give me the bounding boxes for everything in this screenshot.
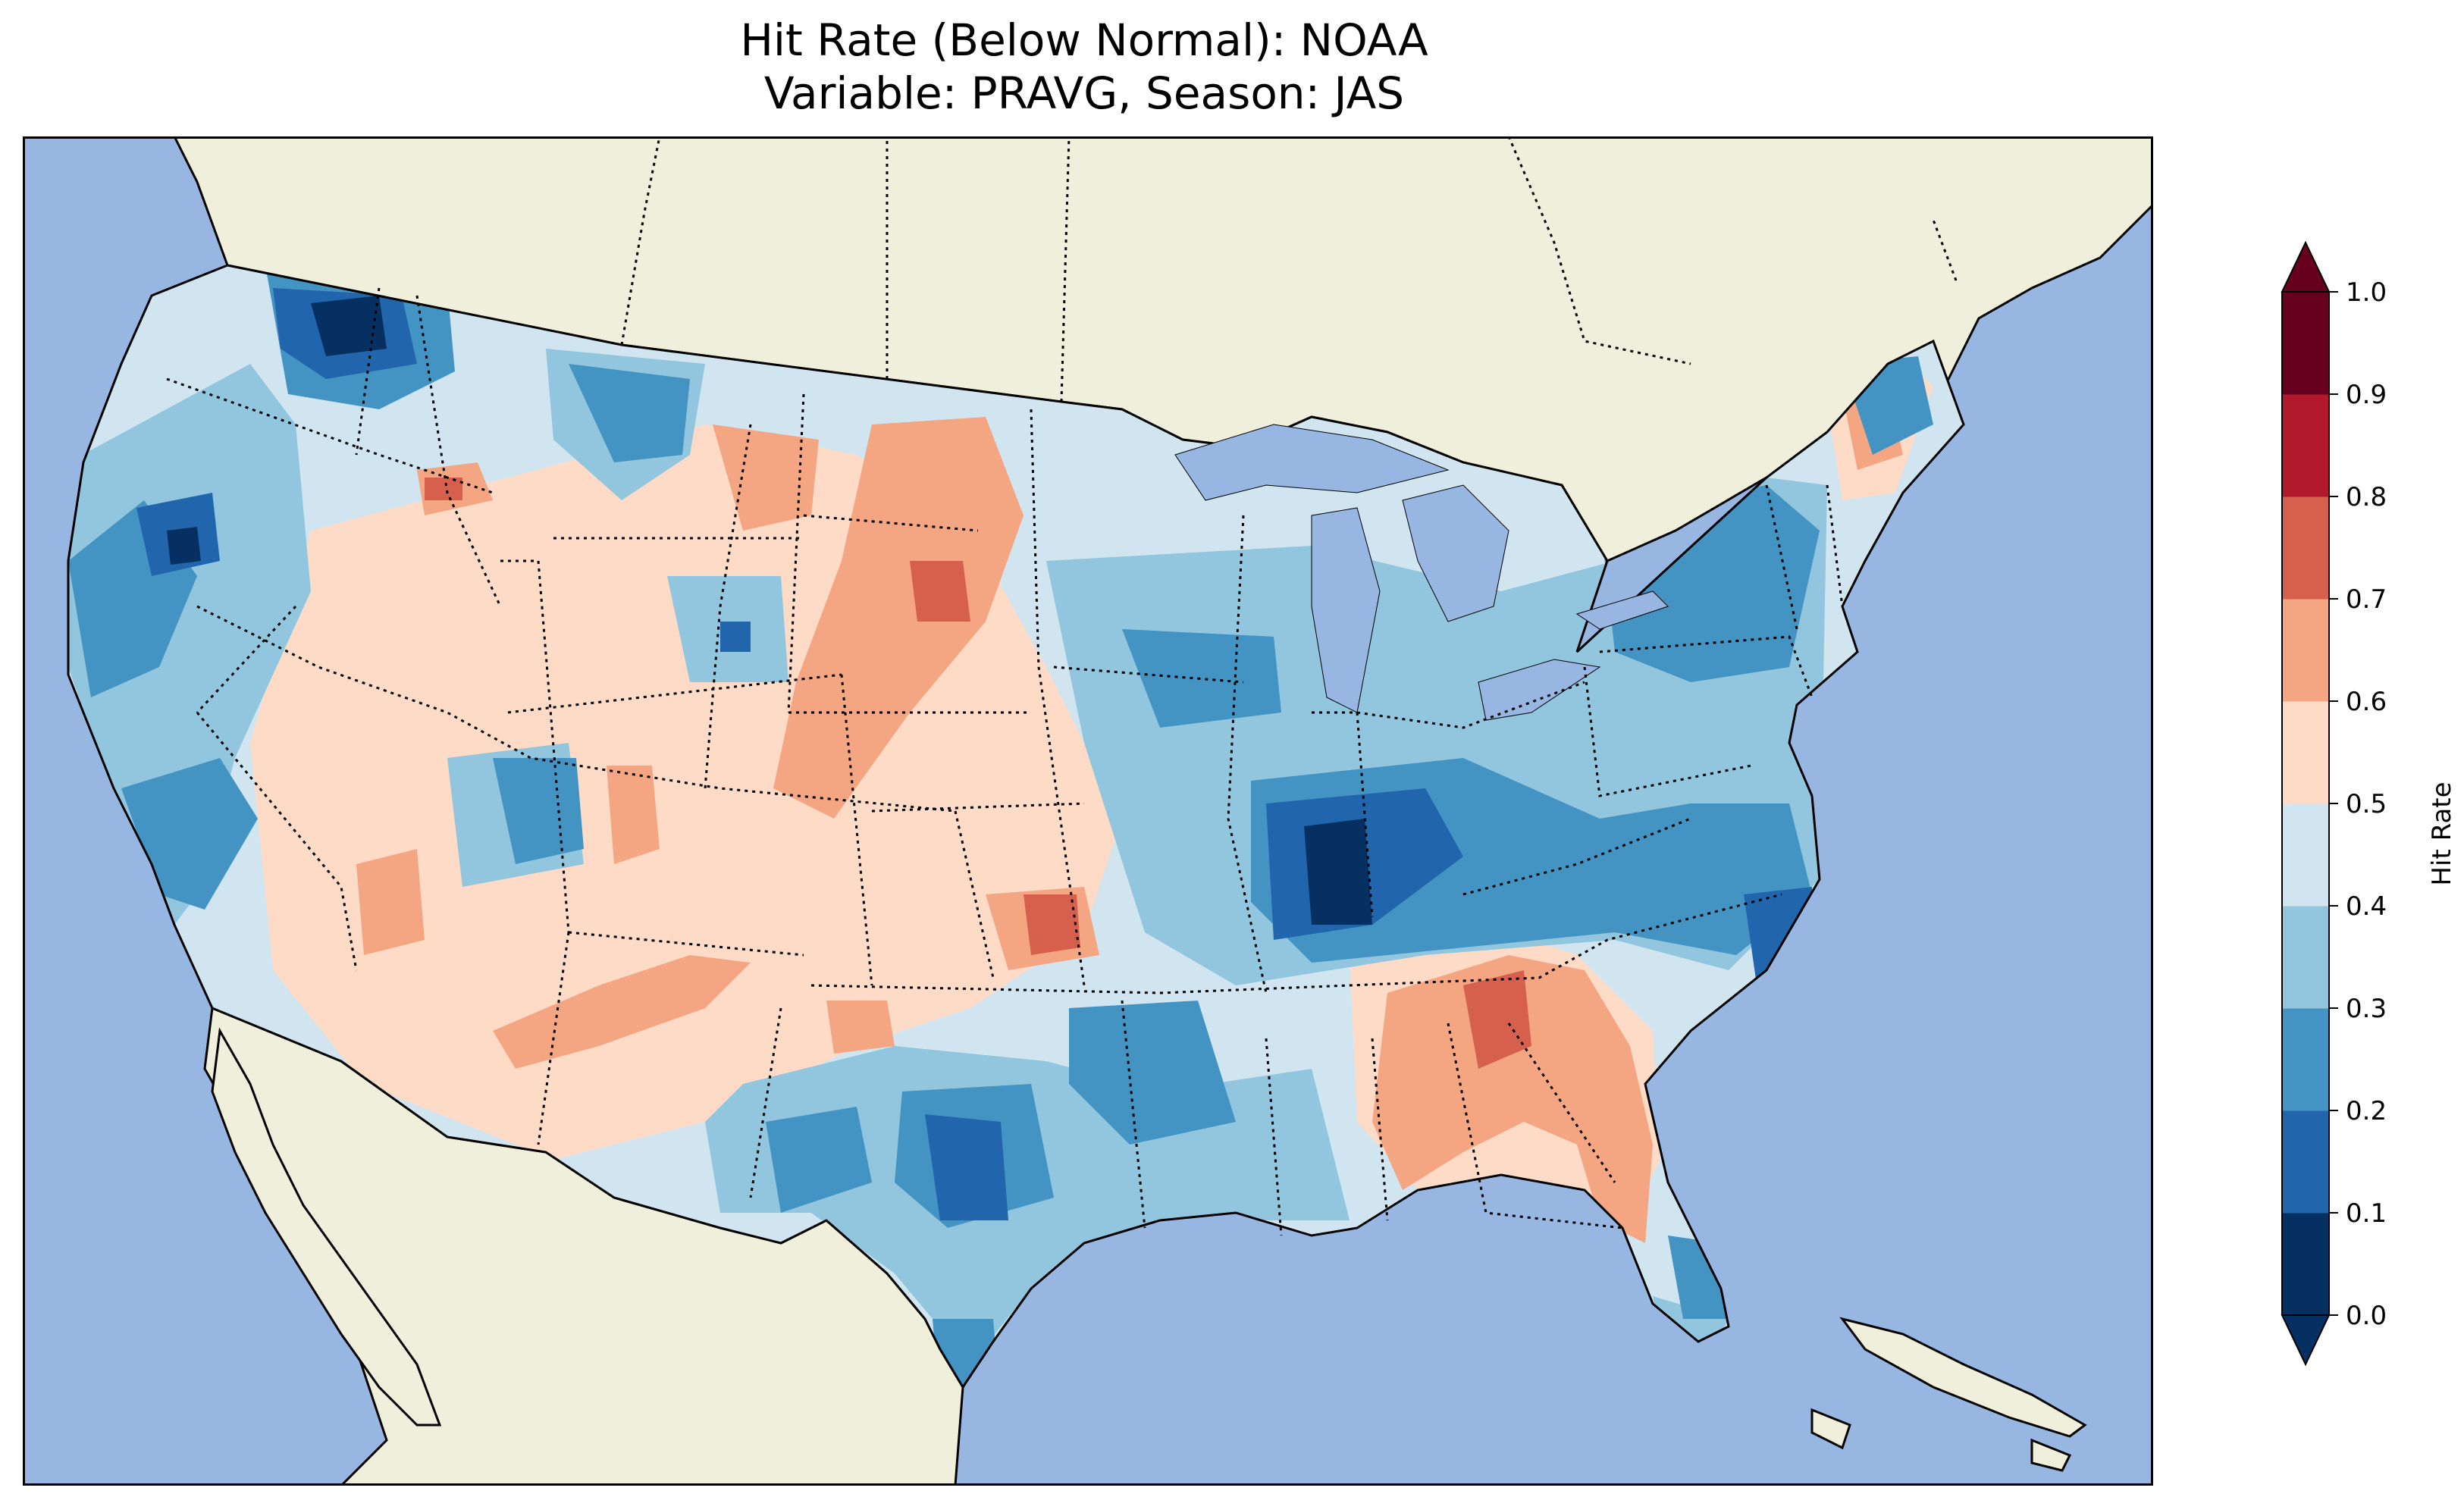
- colorbar-tick-label: 0.9: [2346, 380, 2387, 410]
- colorbar-tick-label: 0.6: [2346, 687, 2387, 717]
- colorbar-tick-label: 0.7: [2346, 584, 2387, 615]
- colorbar-tick-label: 0.1: [2346, 1198, 2387, 1229]
- colorbar-segment: [2282, 906, 2329, 1009]
- colorbar-tick-label: 0.4: [2346, 891, 2387, 922]
- colorbar-extend-min: [2281, 1314, 2331, 1367]
- state-borders: [166, 287, 1844, 1236]
- colorbar-segment: [2282, 803, 2329, 907]
- colorbar-segment: [2282, 1110, 2329, 1214]
- colorbar-segment: [2282, 599, 2329, 702]
- colorbar-tick-label: 0.8: [2346, 482, 2387, 512]
- title-line-2: Variable: PRAVG, Season: JAS: [763, 67, 1405, 119]
- map-frame: [23, 136, 2153, 1486]
- colorbar-segment: [2282, 292, 2329, 395]
- title-line-1: Hit Rate (Below Normal): NOAA: [740, 14, 1428, 66]
- colorbar-tick-label: 0.5: [2346, 789, 2387, 819]
- colorbar-tick-label: 1.0: [2346, 277, 2387, 308]
- province-borders: [620, 136, 1958, 402]
- colorbar-segment: [2282, 1213, 2329, 1316]
- colorbar-tick-label: 0.3: [2346, 994, 2387, 1024]
- colorbar-segment: [2282, 1008, 2329, 1111]
- colorbar-segment: [2282, 394, 2329, 497]
- cuba-island: [1839, 1317, 2087, 1438]
- baja-peninsula: [211, 1027, 442, 1427]
- great-lakes: [1174, 424, 1669, 721]
- colorbar-tick-label: 0.2: [2346, 1096, 2387, 1126]
- caribbean-islands: [1810, 1408, 2072, 1472]
- usa-coastline: [67, 264, 1965, 1389]
- map-panel: [23, 136, 2153, 1486]
- colorbar-extend-max: [2281, 240, 2331, 293]
- chart-title: Hit Rate (Below Normal): NOAA Variable: …: [23, 14, 2146, 120]
- colorbar-label: Hit Rate: [2427, 781, 2457, 885]
- hit-rate-field: [68, 265, 1964, 1387]
- colorbar-segment: [2282, 701, 2329, 804]
- colorbar-tick-label: 0.0: [2346, 1301, 2387, 1331]
- colorbar-segment: [2282, 496, 2329, 600]
